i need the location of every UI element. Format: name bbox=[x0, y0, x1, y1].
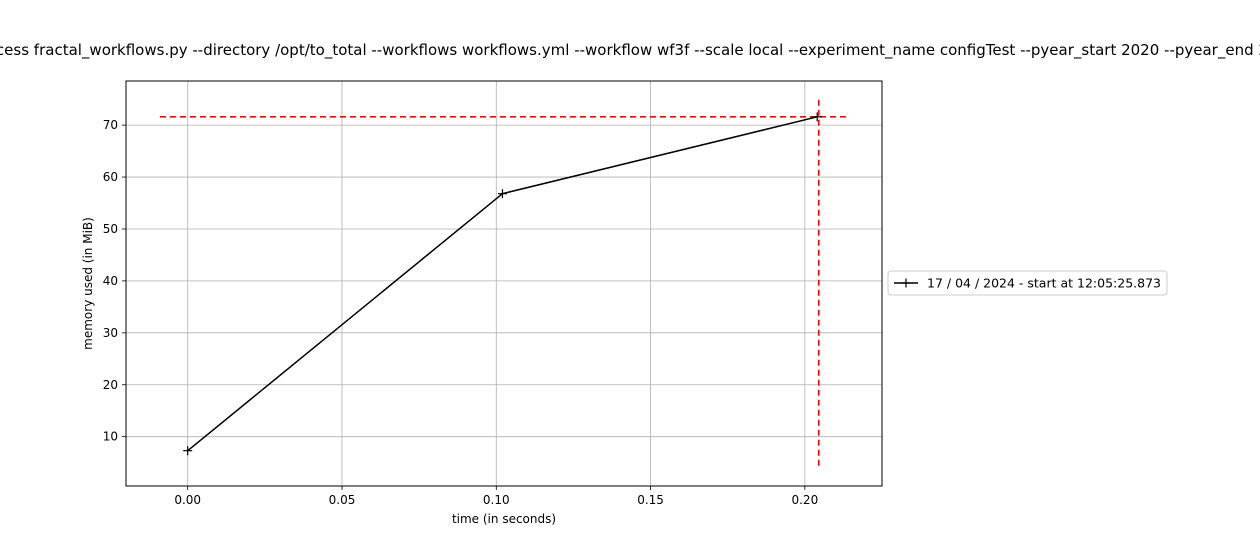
legend-label: 17 / 04 / 2024 - start at 12:05:25.873 bbox=[927, 276, 1161, 291]
legend-plus bbox=[901, 278, 911, 288]
series-line bbox=[187, 116, 818, 452]
x-tick-label: 0.20 bbox=[791, 493, 818, 507]
y-tick-label: 60 bbox=[103, 170, 118, 184]
data-point-marker bbox=[812, 112, 822, 122]
y-tick-label: 20 bbox=[103, 378, 118, 392]
data-point-marker bbox=[497, 189, 507, 199]
y-tick-label: 40 bbox=[103, 274, 118, 288]
chart-title: mprof run --multiprocess fractal_workflo… bbox=[0, 41, 1260, 60]
x-tick-label: 0.05 bbox=[329, 493, 356, 507]
legend: 17 / 04 / 2024 - start at 12:05:25.873 bbox=[887, 270, 1168, 296]
reference-lines bbox=[159, 99, 849, 467]
x-axis-ticks: 0.00 0.05 0.10 0.15 0.20 bbox=[174, 486, 818, 507]
series-layer bbox=[183, 112, 822, 456]
x-tick-label: 0.10 bbox=[483, 493, 510, 507]
y-tick-label: 10 bbox=[103, 430, 118, 444]
x-tick-label: 0.15 bbox=[637, 493, 664, 507]
y-axis-ticks: 10 20 30 40 50 60 70 bbox=[103, 118, 126, 444]
x-axis-label: time (in seconds) bbox=[452, 512, 556, 526]
plot-frame bbox=[125, 80, 883, 487]
data-point-marker bbox=[183, 446, 193, 456]
legend-frame bbox=[887, 270, 1168, 296]
y-tick-label: 70 bbox=[103, 118, 118, 132]
y-tick-label: 50 bbox=[103, 222, 118, 236]
grid bbox=[126, 81, 882, 486]
x-tick-label: 0.00 bbox=[174, 493, 201, 507]
y-axis-label: memory used (in MiB) bbox=[81, 217, 95, 350]
y-tick-label: 30 bbox=[103, 326, 118, 340]
legend-plus-marker bbox=[901, 278, 911, 288]
